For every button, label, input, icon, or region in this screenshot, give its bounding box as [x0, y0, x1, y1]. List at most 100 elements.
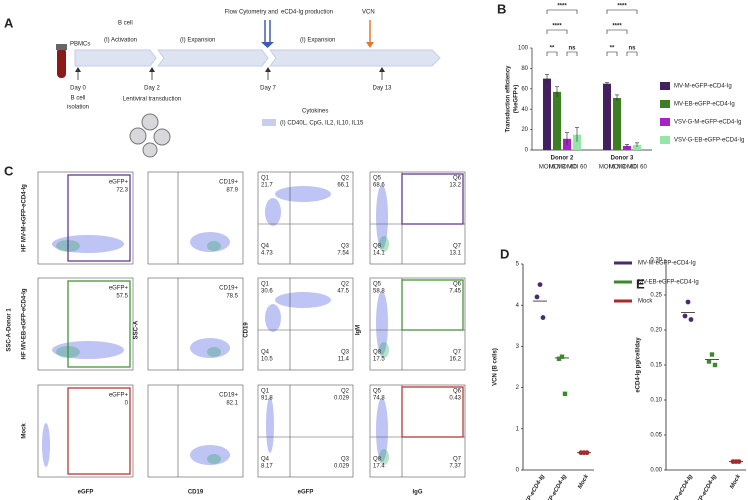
quadrant-value: 16.2 — [449, 357, 461, 363]
axis-label: SSC-A — [134, 320, 140, 339]
quadrant-value: 7.45 — [449, 289, 461, 295]
axis-label: SSC-A-Donor 1 — [7, 308, 13, 352]
quadrant-value: 7.37 — [449, 464, 461, 470]
gate — [401, 386, 464, 438]
event-cloud — [207, 241, 221, 251]
quadrant-label: Q7 — [453, 457, 462, 463]
label: Flow Cytometry and — [225, 10, 278, 16]
plot-frame — [37, 384, 134, 478]
moi-label: MOI 60 — [627, 165, 647, 171]
row-label: HF MV-M-eGFP-eCD4-Ig — [22, 184, 28, 252]
y-tick-label: 0.15 — [650, 363, 662, 369]
gate — [401, 173, 464, 225]
y-tick-label: 0.30 — [650, 258, 662, 264]
event-cloud — [190, 338, 230, 358]
gate — [67, 387, 131, 475]
point — [540, 315, 546, 320]
point — [562, 391, 568, 396]
bar — [553, 91, 561, 150]
quadrant-label: Q7 — [453, 244, 462, 250]
y-tick-label: 4 — [516, 303, 520, 309]
quadrant-value: 17.5 — [373, 357, 385, 363]
y-tick-label: 100 — [518, 46, 529, 52]
y-tick-label: 3 — [516, 344, 520, 350]
quadrant-value: 11.4 — [338, 357, 350, 363]
gate-value: 87.9 — [226, 188, 238, 194]
event-cloud — [190, 232, 230, 252]
point — [559, 354, 565, 359]
plot-frame — [369, 171, 466, 265]
quadrant-value: 8.17 — [261, 464, 273, 470]
point — [537, 282, 543, 287]
axis-label: IgM — [356, 325, 362, 335]
quadrant-label: Q4 — [261, 457, 270, 463]
event-cloud — [379, 342, 389, 358]
quadrant-label: Q1 — [261, 282, 270, 288]
point — [736, 459, 742, 464]
event-cloud — [52, 341, 124, 359]
plot-frame — [369, 384, 466, 478]
plot-frame — [257, 384, 354, 478]
row-label: Mock — [22, 423, 28, 439]
quadrant-label: Q1 — [261, 176, 270, 182]
event-cloud — [376, 398, 388, 462]
label: Cytokines — [302, 109, 328, 115]
moi-label: MOI 3 — [549, 165, 566, 171]
legend-swatch — [614, 280, 632, 284]
y-tick-label: 0.05 — [650, 433, 662, 439]
legend-swatch — [614, 299, 632, 303]
gate-value: 0 — [125, 401, 129, 407]
bar — [623, 145, 631, 150]
label: (I) Expansion — [180, 38, 215, 44]
y-tick-label: 0.10 — [650, 398, 662, 404]
legend-label: MV-EB-eGFP-eCD4-Ig — [638, 280, 699, 286]
quadrant-value: 17.4 — [373, 464, 385, 470]
quadrant-label: Q3 — [341, 350, 350, 356]
gate-label: eGFP+ — [109, 286, 129, 292]
label: VCN — [362, 10, 375, 16]
bar — [613, 97, 621, 150]
gate-label: eGFP+ — [109, 180, 129, 186]
quadrant-label: Q2 — [341, 176, 350, 182]
quadrant-label: Q3 — [341, 457, 350, 463]
panel-label: D — [500, 246, 509, 261]
moi-label: MOI 6 — [599, 165, 616, 171]
quadrant-label: Q3 — [341, 244, 350, 250]
legend-label: MV-M-eGFP-eCD4-Ig — [674, 84, 732, 90]
event-cloud — [265, 304, 281, 332]
quadrant-label: Q5 — [373, 389, 382, 395]
arrow-heads — [75, 42, 385, 72]
plot-frame — [147, 171, 244, 265]
significance-label: ** — [610, 46, 615, 52]
quadrant-value: 0.029 — [334, 396, 350, 402]
plot-frame — [37, 171, 134, 265]
quadrant-label: Q5 — [373, 176, 382, 182]
plot-frame — [369, 277, 466, 371]
moi-label: MOI 60 — [617, 165, 637, 171]
axis-label: VCN (B cells) — [493, 348, 499, 386]
significance-label: **** — [612, 24, 622, 30]
legend-label: Mock — [638, 299, 653, 305]
significance-bracket — [606, 9, 638, 14]
plot-frame — [257, 277, 354, 371]
axis-label: eCD4-Ig pg/cell/day — [636, 337, 642, 393]
gate-label: CD19+ — [219, 180, 238, 186]
quadrant-value: 13.2 — [449, 183, 461, 189]
moi-label: MOI 60 — [557, 165, 577, 171]
quadrant-label: Q6 — [453, 282, 462, 288]
moi-label: MOI 6 — [539, 165, 556, 171]
legend-swatch — [660, 82, 670, 90]
label: eCD4-Ig production — [281, 10, 333, 16]
quadrant-label: Q5 — [373, 282, 382, 288]
x-axis-label: CD19 — [188, 490, 204, 496]
label: (I) Activation — [104, 38, 137, 44]
legend-label: VSV-G-EB-eGFP-eCD4-Ig — [674, 138, 744, 144]
gate-value: 78.5 — [226, 294, 238, 300]
point — [578, 450, 584, 456]
quadrant-label: Q8 — [373, 457, 382, 463]
gate-value: 57.5 — [116, 294, 128, 300]
label: Day 7 — [260, 86, 276, 92]
significance-bracket — [546, 9, 578, 14]
label: Day 2 — [144, 86, 160, 92]
quadrant-value: 30.6 — [261, 289, 273, 295]
